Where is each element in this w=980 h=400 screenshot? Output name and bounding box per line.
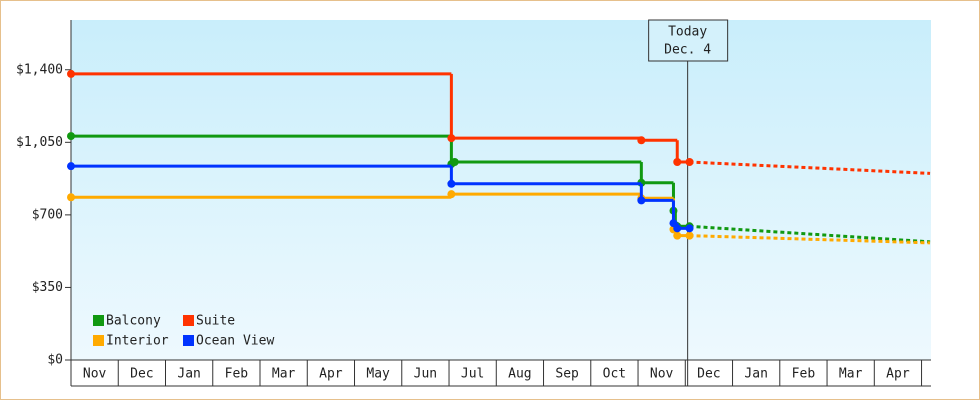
x-tick-label: Nov xyxy=(650,367,674,382)
legend-label: Balcony xyxy=(106,314,161,329)
legend-swatch xyxy=(183,315,194,326)
x-tick-label: Jan xyxy=(177,367,200,382)
x-tick-label: Dec xyxy=(697,367,720,382)
point xyxy=(447,134,456,143)
x-tick-label: Mar xyxy=(272,367,296,382)
point xyxy=(67,162,75,171)
forecast-line xyxy=(689,224,931,244)
x-tick-label: Sep xyxy=(555,367,579,382)
legend-swatch xyxy=(93,335,104,346)
x-tick-label: Jan xyxy=(744,367,767,382)
point xyxy=(685,158,694,167)
point xyxy=(685,231,694,240)
x-tick-label: Feb xyxy=(792,367,816,382)
x-tick-label: Jul xyxy=(461,367,484,382)
y-tick-label: $1,050 xyxy=(16,135,63,150)
legend-swatch xyxy=(93,315,104,326)
forecast-line xyxy=(689,234,931,245)
point xyxy=(450,158,459,167)
y-tick-label: $700 xyxy=(32,207,63,222)
point xyxy=(637,196,646,205)
x-tick-label: Mar xyxy=(839,367,863,382)
y-tick-label: $0 xyxy=(47,353,63,368)
y-tick-label: $350 xyxy=(32,280,63,295)
point xyxy=(67,193,75,202)
point xyxy=(673,224,682,233)
point xyxy=(67,132,75,141)
x-tick-label: Apr xyxy=(319,367,343,382)
plot-area xyxy=(71,20,931,360)
x-tick-label: Dec xyxy=(130,367,153,382)
point xyxy=(67,69,75,78)
legend-label: Ocean View xyxy=(196,334,274,349)
today-label: Dec. 4 xyxy=(664,43,711,58)
y-tick-label: $1,400 xyxy=(16,62,63,77)
x-tick-label: Oct xyxy=(603,367,626,382)
point xyxy=(447,190,456,199)
today-box xyxy=(648,19,729,62)
x-tick-label: Nov xyxy=(83,367,107,382)
legend-swatch xyxy=(183,335,194,346)
point xyxy=(673,158,682,167)
point xyxy=(637,136,646,145)
x-tick-label: Feb xyxy=(225,367,249,382)
x-tick-label: Apr xyxy=(886,367,910,382)
point xyxy=(673,231,682,240)
x-tick-label: May xyxy=(366,367,390,382)
point xyxy=(685,224,694,233)
x-tick-label: Aug xyxy=(508,367,531,382)
legend-label: Interior xyxy=(106,334,169,349)
point xyxy=(447,179,456,188)
forecast-line xyxy=(689,160,931,175)
legend-label: Suite xyxy=(196,314,235,329)
x-tick-label: Jun xyxy=(414,367,437,382)
today-label: Today xyxy=(668,25,707,40)
